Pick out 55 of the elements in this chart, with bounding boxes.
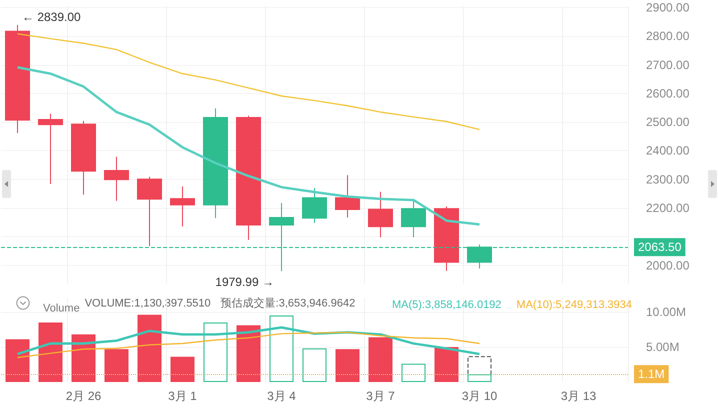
line-series [16, 66, 481, 226]
candlestick [401, 200, 426, 238]
annotation: VOLUME:1,130,397.5510 [84, 298, 211, 310]
bar [468, 374, 492, 382]
candlestick [38, 113, 63, 184]
chart-title: Volume [43, 302, 80, 314]
candlestick [71, 120, 96, 196]
bar [104, 349, 128, 382]
ref-line-label: 2063.50 [638, 240, 682, 254]
candlestick [137, 176, 162, 247]
candlestick [203, 108, 228, 219]
x-tick-label: 3月 1 [168, 389, 198, 403]
text: MA(10):5,249,313.3934 [516, 299, 632, 311]
candlestick [236, 115, 261, 240]
bar [336, 349, 360, 382]
bar [138, 314, 162, 382]
candlestick [5, 24, 30, 134]
y-tick-label: 2500.00 [646, 115, 690, 130]
candlestick [368, 191, 393, 238]
y-tick-label: 2600.00 [646, 86, 690, 100]
x-tick-label: 3月 10 [462, 389, 498, 403]
candlestick [104, 156, 129, 202]
y-tick-label: 5.00M [646, 340, 680, 354]
bar [434, 347, 458, 382]
bar [72, 334, 96, 382]
x-tick-label: 3月 7 [366, 389, 396, 403]
ref-line-label: 1.1M [638, 367, 665, 382]
y-tick-label: 2300.00 [646, 172, 690, 186]
y-tick-label: 2700.00 [646, 58, 690, 72]
bar [170, 356, 194, 382]
y-tick-label: 2800.00 [646, 29, 690, 44]
bar [38, 322, 62, 382]
x-tick-label: 2月 26 [66, 389, 102, 403]
y-tick-label: 10.00M [646, 305, 686, 319]
y-tick-label: 2000.00 [646, 258, 690, 272]
bar [6, 339, 30, 382]
candlestick [335, 174, 360, 218]
candlestick [302, 187, 327, 224]
bar [236, 325, 260, 382]
x-tick-label: 3月 4 [267, 389, 296, 403]
annotation: 预估成交量:3,653,946.9642 [220, 296, 356, 310]
bar [368, 337, 392, 382]
candlestick [170, 186, 195, 227]
y-tick-label: 2200.00 [646, 201, 690, 216]
line-series [16, 33, 480, 130]
bar [402, 364, 426, 382]
x-tick-label: 3月 13 [560, 389, 596, 403]
y-tick-label: 2400.00 [646, 144, 690, 158]
annotation: ← 2839.00 [22, 10, 82, 24]
text: MA(5):3,858,146.0192 [392, 299, 502, 311]
line-series [16, 326, 481, 356]
line-series [16, 332, 480, 358]
candlestick [434, 206, 459, 272]
annotation: 1979.99 → [215, 275, 274, 289]
y-tick-label: 2900.00 [646, 0, 690, 14]
